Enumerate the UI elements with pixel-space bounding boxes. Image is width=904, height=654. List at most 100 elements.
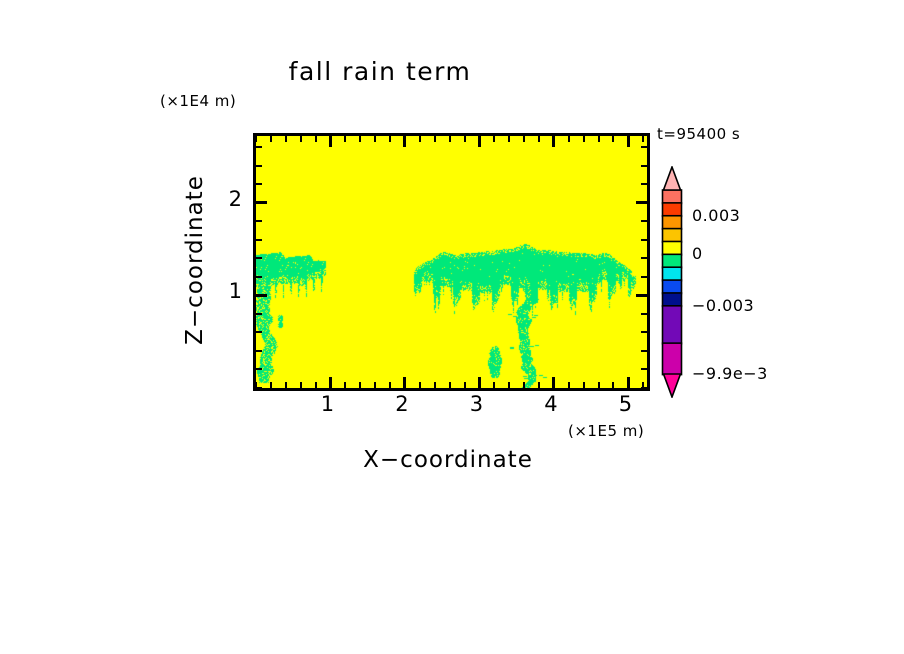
- x-major-tick: [403, 377, 407, 388]
- x-major-tick-top: [403, 136, 407, 147]
- x-major-tick: [477, 377, 481, 388]
- colorbar-band: [661, 342, 683, 376]
- x-tick-label: 2: [395, 392, 409, 416]
- x-major-tick-top: [626, 136, 630, 147]
- plot-area: [253, 133, 650, 391]
- x-minor-tick: [314, 382, 317, 388]
- heatmap-canvas: [256, 136, 647, 388]
- colorbar-band: [661, 202, 683, 218]
- x-minor-tick: [269, 382, 272, 388]
- colorbar-band: [661, 227, 683, 243]
- colorbar-band: [661, 253, 683, 269]
- x-minor-tick-top: [389, 136, 392, 142]
- y-major-tick: [256, 293, 267, 297]
- x-minor-tick-top: [463, 136, 466, 142]
- colorbar-swatches: [661, 166, 683, 398]
- colorbar-tick-label: −0.003: [692, 295, 755, 315]
- x-minor-tick: [538, 382, 540, 388]
- y-minor-tick: [256, 183, 262, 186]
- x-minor-tick-top: [582, 136, 585, 142]
- y-tick-label: 2: [228, 186, 242, 211]
- x-major-tick: [552, 377, 556, 388]
- colorbar-tick-label: 0: [692, 244, 703, 264]
- x-minor-tick: [493, 382, 496, 388]
- y-major-tick: [256, 201, 267, 205]
- y-minor-tick-right: [641, 368, 647, 371]
- x-minor-tick: [359, 382, 362, 388]
- x-major-tick-top: [328, 136, 332, 147]
- x-minor-tick-top: [284, 136, 287, 142]
- colorbar-extend-bottom: [662, 373, 682, 398]
- y-axis-unit-label: (×1E4 m): [160, 92, 237, 110]
- y-minor-tick-right: [641, 146, 647, 149]
- colorbar-band: [661, 292, 683, 308]
- x-minor-tick-top: [508, 136, 511, 142]
- colorbar-band: [661, 266, 683, 282]
- x-minor-tick-top: [612, 136, 615, 142]
- x-tick-label: 1: [320, 392, 335, 416]
- x-minor-tick: [256, 382, 257, 388]
- x-major-tick-top: [552, 136, 556, 147]
- x-tick-label: 3: [469, 392, 484, 416]
- x-minor-tick-top: [256, 136, 257, 142]
- colorbar-band: [661, 305, 683, 345]
- y-minor-tick: [256, 368, 262, 371]
- y-minor-tick-right: [641, 275, 647, 278]
- x-minor-tick-top: [567, 136, 570, 142]
- colorbar-band: [661, 279, 683, 295]
- x-minor-tick-top: [359, 136, 362, 142]
- y-minor-tick-right: [641, 387, 647, 388]
- x-minor-tick: [597, 382, 600, 388]
- x-minor-tick-top: [418, 136, 421, 142]
- y-minor-tick: [256, 275, 262, 278]
- y-minor-tick-right: [641, 164, 647, 167]
- y-minor-tick: [256, 257, 262, 260]
- y-minor-tick-right: [641, 331, 647, 334]
- x-minor-tick: [567, 382, 570, 388]
- x-minor-tick: [508, 382, 511, 388]
- y-tick-label: 1: [228, 279, 242, 304]
- colorbar-tick-label: −9.9e−3: [692, 364, 768, 383]
- x-minor-tick-top: [493, 136, 496, 142]
- x-minor-tick: [463, 382, 466, 388]
- x-tick-label: 4: [544, 392, 558, 416]
- y-minor-tick: [256, 331, 262, 334]
- y-major-tick-right: [636, 201, 647, 205]
- y-minor-tick: [256, 238, 262, 241]
- x-major-tick: [328, 377, 332, 388]
- x-minor-tick-top: [523, 136, 526, 142]
- colorbar-tick-label: 0.003: [692, 205, 741, 225]
- x-minor-tick-top: [374, 136, 377, 142]
- x-minor-tick: [582, 382, 585, 388]
- page-title: fall rain term: [288, 57, 472, 86]
- x-minor-tick-top: [433, 136, 436, 142]
- x-minor-tick: [523, 382, 526, 388]
- y-major-tick-right: [636, 293, 647, 297]
- x-minor-tick-top: [597, 136, 600, 142]
- x-minor-tick-top: [448, 136, 451, 142]
- x-minor-tick: [284, 382, 287, 388]
- colorbar-band: [661, 189, 683, 205]
- y-minor-tick-right: [641, 220, 647, 223]
- x-minor-tick: [433, 382, 436, 388]
- y-minor-tick: [256, 349, 262, 352]
- x-minor-tick: [374, 382, 377, 388]
- x-minor-tick: [344, 382, 347, 388]
- x-minor-tick: [389, 382, 392, 388]
- x-minor-tick: [612, 382, 615, 388]
- x-minor-tick: [299, 382, 302, 388]
- colorbar-band: [661, 240, 683, 256]
- y-minor-tick-right: [641, 257, 647, 260]
- x-minor-tick: [418, 382, 421, 388]
- y-minor-tick: [256, 220, 262, 223]
- x-major-tick-top: [477, 136, 481, 147]
- y-minor-tick-right: [641, 238, 647, 241]
- x-axis-title: X−coordinate: [363, 447, 533, 473]
- x-minor-tick-top: [269, 136, 272, 142]
- x-minor-tick-top: [299, 136, 302, 142]
- x-minor-tick-top: [314, 136, 317, 142]
- y-minor-tick-right: [641, 349, 647, 352]
- y-minor-tick: [256, 387, 262, 388]
- y-axis-title: Z−coordinate: [182, 175, 208, 345]
